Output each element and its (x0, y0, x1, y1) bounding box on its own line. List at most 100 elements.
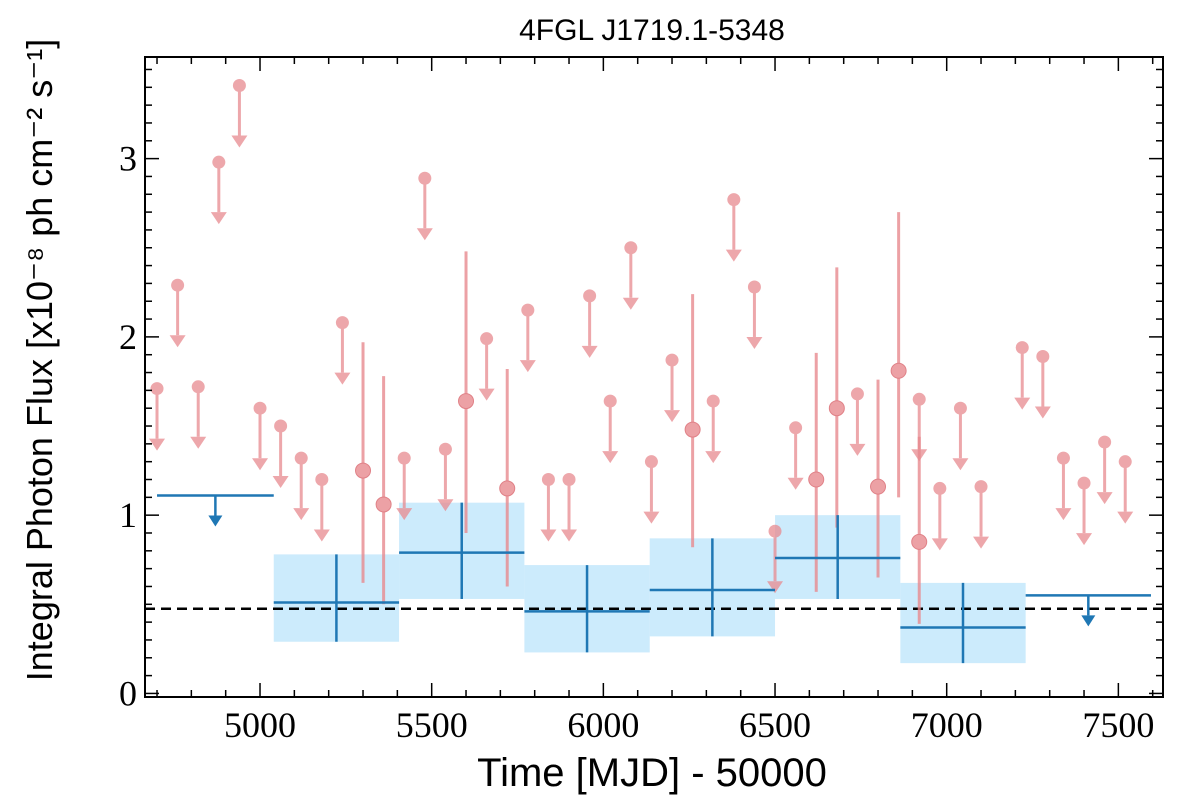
x-tick-label: 5500 (396, 705, 468, 745)
short-upper-limit-point (521, 303, 535, 317)
short-detection-9 (911, 436, 928, 624)
short-upper-limit-37 (1117, 455, 1134, 524)
short-upper-limit-5 (252, 401, 269, 471)
short-upper-limit-2 (190, 380, 207, 449)
short-upper-limit-point (274, 419, 288, 433)
short-upper-limit-point (789, 421, 803, 435)
x-axis-label: Time [MJD] - 50000 (477, 751, 827, 795)
short-upper-limit-arrow (231, 135, 248, 148)
short-upper-limit-18 (602, 394, 619, 464)
short-upper-limit-point (1098, 435, 1112, 449)
short-upper-limit-point (644, 455, 658, 469)
short-upper-limit-14 (519, 303, 536, 373)
short-detection-point (870, 478, 887, 495)
short-upper-limit-point (438, 442, 452, 456)
long-upper-limit-arrow (1081, 615, 1096, 627)
short-upper-limit-arrow (396, 508, 413, 521)
short-upper-limit-15 (540, 473, 557, 542)
short-upper-limit-arrow (664, 410, 681, 423)
short-upper-limit-31 (973, 480, 990, 549)
short-upper-limit-point (253, 401, 267, 415)
short-upper-limit-point (480, 332, 494, 346)
x-tick-label: 5000 (224, 705, 296, 745)
y-tick-label: 3 (119, 139, 137, 179)
axis-ticks: 5000 5500 6000 6500 7000 7500 0 1 2 3 (119, 57, 1163, 745)
short-upper-limit-arrow (1076, 533, 1093, 546)
short-upper-limit-13 (478, 332, 495, 401)
long-bin-points (157, 494, 1151, 664)
short-upper-limit-arrow (561, 529, 578, 542)
short-upper-limit-1 (169, 278, 186, 348)
short-upper-limit-17 (581, 289, 598, 358)
short-upper-limit-arrow (602, 451, 619, 464)
short-upper-limit-3 (210, 155, 227, 225)
long-upper-limit-1 (1025, 594, 1151, 627)
short-upper-limit-point (294, 451, 308, 465)
long-detection-4 (775, 515, 901, 599)
short-upper-limit-point (1056, 451, 1070, 465)
x-tick-label: 7000 (911, 705, 983, 745)
short-detection-8 (890, 212, 907, 498)
short-upper-limit-35 (1076, 476, 1093, 546)
short-upper-limit-27 (849, 387, 866, 456)
short-upper-limit-arrow (1117, 511, 1134, 524)
short-detection-point (375, 496, 392, 513)
short-detection-point (911, 533, 928, 550)
short-upper-limit-arrow (746, 336, 763, 349)
short-upper-limit-arrow (519, 360, 536, 373)
short-upper-limit-19 (622, 241, 639, 310)
short-upper-limit-point (1036, 349, 1050, 363)
short-upper-limit-arrow (210, 212, 227, 225)
short-upper-limit-point (397, 451, 411, 465)
short-upper-limit-arrow (1096, 492, 1113, 505)
short-upper-limit-26 (787, 421, 804, 490)
short-upper-limit-point (418, 171, 432, 185)
short-detection-2 (458, 251, 475, 533)
short-upper-limit-arrow (705, 451, 722, 464)
short-upper-limit-point (171, 278, 185, 292)
short-upper-limit-point (212, 155, 226, 169)
short-detection-3 (499, 368, 516, 587)
short-upper-limit-34 (1055, 451, 1072, 521)
short-upper-limit-point (912, 392, 926, 406)
short-upper-limit-0 (149, 382, 166, 451)
short-upper-limit-24 (746, 280, 763, 349)
short-detection-point (458, 393, 475, 410)
short-upper-limit-arrow (1034, 406, 1051, 419)
short-upper-limit-point (850, 387, 864, 401)
y-tick-label: 0 (119, 673, 137, 713)
short-upper-limit-11 (416, 171, 433, 241)
short-upper-limit-23 (725, 193, 742, 262)
short-upper-limit-point (706, 394, 720, 408)
long-bin-error-bands (273, 502, 1026, 664)
short-detection-point (499, 480, 516, 497)
short-upper-limit-9 (334, 316, 351, 385)
short-upper-limit-point (232, 79, 246, 93)
short-upper-limit-point (624, 241, 638, 255)
short-upper-limit-36 (1096, 435, 1113, 505)
short-detection-point (808, 471, 825, 488)
short-upper-limit-arrow (1055, 508, 1072, 521)
long-detection-1 (399, 502, 525, 599)
long-upper-limit-arrow (208, 515, 223, 527)
short-upper-limit-point (335, 316, 349, 330)
short-upper-limit-arrow (849, 443, 866, 456)
short-upper-limit-arrow (581, 345, 598, 358)
short-detection-4 (684, 294, 701, 548)
plot-frame (144, 56, 1164, 698)
short-upper-limit-point (974, 480, 988, 494)
long-detection-0 (273, 554, 400, 642)
short-upper-limit-point (541, 473, 555, 487)
short-upper-limit-arrow (169, 335, 186, 348)
short-upper-limit-arrow (293, 508, 310, 521)
short-upper-limit-arrow (952, 458, 969, 471)
short-upper-limit-point (1118, 455, 1132, 469)
short-upper-limit-point (747, 280, 761, 294)
short-upper-limit-12 (437, 442, 454, 512)
short-upper-limit-point (768, 524, 782, 538)
short-upper-limit-7 (293, 451, 310, 521)
short-upper-limit-arrow (725, 249, 742, 262)
short-detection-1 (375, 376, 392, 605)
short-upper-limit-10 (396, 451, 413, 521)
short-upper-limit-point (562, 473, 576, 487)
